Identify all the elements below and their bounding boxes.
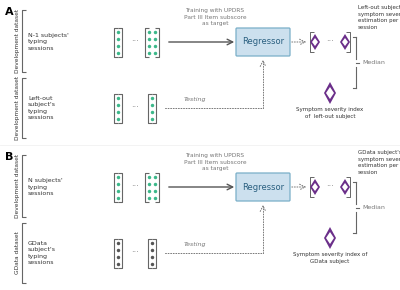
Text: Regressor: Regressor <box>242 182 284 191</box>
Text: Training with UPDRS
Part III Item subscore
as target: Training with UPDRS Part III Item subsco… <box>184 153 246 171</box>
FancyBboxPatch shape <box>236 28 290 56</box>
Text: Development dataset: Development dataset <box>15 154 20 218</box>
Text: Development dataset: Development dataset <box>15 9 20 73</box>
Text: ···: ··· <box>326 182 334 191</box>
Text: Left-out
subject's
typing
sessions: Left-out subject's typing sessions <box>28 96 56 120</box>
Text: A: A <box>5 7 14 17</box>
FancyBboxPatch shape <box>236 173 290 201</box>
Text: Left-out subject's
symptom severity index
estimation per typing
session: Left-out subject's symptom severity inde… <box>358 5 400 30</box>
Text: GData
subject's
typing
sessions: GData subject's typing sessions <box>28 241 56 265</box>
Text: GData subject's
symptom severity index
estimation per typing
session: GData subject's symptom severity index e… <box>358 150 400 175</box>
Text: ···: ··· <box>131 104 139 113</box>
Text: ···: ··· <box>131 37 139 46</box>
Text: Regressor: Regressor <box>242 37 284 46</box>
Text: N subjects'
typing
sessions: N subjects' typing sessions <box>28 178 63 196</box>
Text: GData dataset: GData dataset <box>15 231 20 274</box>
Text: N-1 subjects'
typing
sessions: N-1 subjects' typing sessions <box>28 33 69 51</box>
Text: Median: Median <box>362 60 385 65</box>
Text: Development dataset: Development dataset <box>15 76 20 140</box>
Text: Training with UPDRS
Part III Item subscore
as target: Training with UPDRS Part III Item subsco… <box>184 8 246 26</box>
Text: ···: ··· <box>326 37 334 46</box>
Text: ···: ··· <box>131 182 139 191</box>
Text: Symptom severity index of
GData subject: Symptom severity index of GData subject <box>293 252 367 264</box>
Text: B: B <box>5 152 13 162</box>
Text: Testing: Testing <box>184 97 206 102</box>
Text: Symptom severity index
of  left-out subject: Symptom severity index of left-out subje… <box>296 107 364 119</box>
Text: Median: Median <box>362 205 385 210</box>
Text: ···: ··· <box>131 249 139 258</box>
Text: Testing: Testing <box>184 242 206 247</box>
